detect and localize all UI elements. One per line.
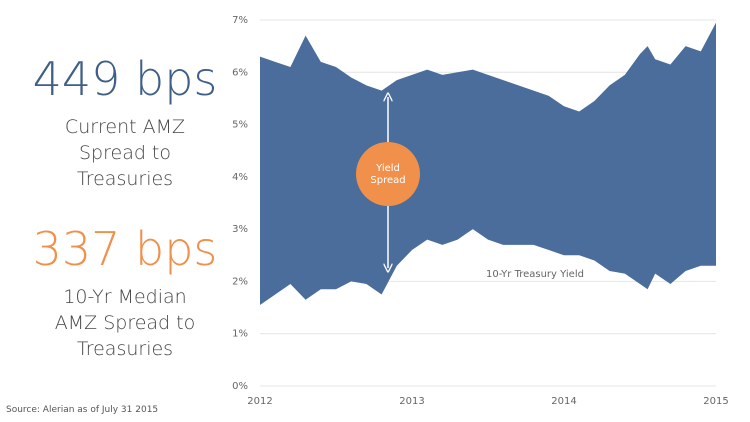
current-spread-label: Current AMZ Spread to Treasuries [64,116,186,190]
annotation-line: Spread [370,175,405,186]
y-tick-label: 2% [232,276,248,287]
y-tick-label: 4% [232,172,248,183]
current-spread: 449 bps [32,52,218,106]
x-tick-label: 2012 [247,396,272,407]
median-spread: 337 bps [32,222,218,276]
annotation: Yield Spread [370,163,405,186]
y-tick-label: 5% [232,120,248,131]
x-tick-label: 2015 [703,396,728,407]
y-tick-label: 1% [232,329,248,340]
source: Source: Alerian as of July 31 2015 [6,405,159,415]
y-tick-label: 6% [232,67,248,78]
x-tick-label: 2013 [399,396,424,407]
y-tick-label: 0% [232,381,248,392]
spread-area [260,22,716,305]
series-label: 10-Yr Treasury Yield [486,269,584,280]
series-label: AMZ Yield [490,50,539,61]
y-tick-label: 3% [232,224,248,235]
median-spread-label: 10-Yr Median AMZ Spread to Treasuries [54,286,196,360]
annotation-circle [356,142,420,206]
annotation-line: Yield [375,163,400,174]
x-tick-label: 2014 [551,396,576,407]
y-tick-label: 7% [232,15,248,26]
